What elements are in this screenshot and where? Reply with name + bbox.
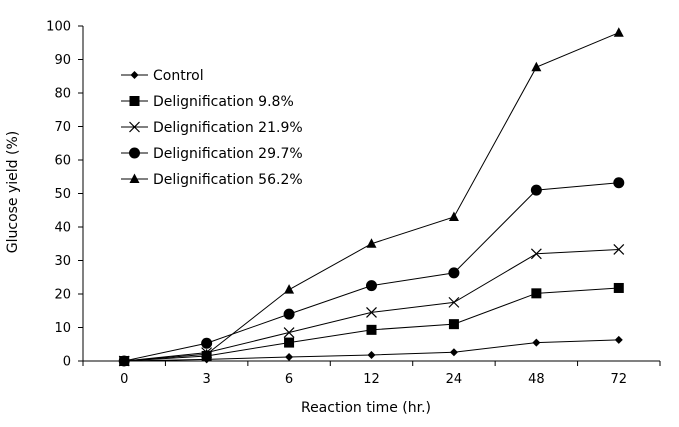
axes: 0 10 20 30 40 50 60 70 80 90 100 0 3 6 12 24 48 72	[46, 20, 661, 387]
data-point	[531, 61, 542, 72]
series-line	[124, 287, 619, 362]
data-point	[530, 184, 542, 196]
legend-label: Delignification 56.2%	[153, 172, 303, 188]
data-point	[531, 288, 542, 299]
data-point	[613, 177, 625, 189]
data-point	[448, 211, 459, 221]
data-point	[367, 350, 376, 359]
x-marker-stroke	[530, 248, 542, 260]
series-layer	[118, 27, 625, 367]
legend-marker	[129, 121, 140, 133]
legend-label: Delignification 9.8%	[153, 94, 294, 110]
data-point	[119, 355, 130, 365]
data-point	[530, 248, 542, 260]
series-4	[118, 177, 625, 367]
data-point	[448, 296, 460, 308]
data-point	[448, 319, 459, 330]
data-point	[366, 280, 377, 292]
x-marker-stroke	[283, 327, 295, 338]
data-point	[613, 244, 625, 255]
legend-item: Delignification 21.9%	[121, 120, 303, 136]
series-line	[124, 248, 619, 362]
y-tick-label: 50	[54, 187, 71, 202]
y-tick-label: 30	[54, 254, 71, 269]
legend-marker	[129, 173, 140, 183]
x-tick-label: 12	[363, 372, 380, 387]
y-tick-label: 80	[54, 87, 71, 102]
legend-label: Delignification 29.7%	[153, 146, 303, 162]
y-tick-label: 100	[46, 20, 71, 35]
data-point	[201, 337, 213, 349]
y-tick-label: 20	[54, 288, 71, 303]
y-tick-label: 90	[54, 53, 71, 68]
x-tick-label: 24	[446, 372, 463, 387]
data-point	[614, 335, 623, 344]
legend-marker	[129, 147, 140, 159]
legend-item: Delignification 56.2%	[121, 172, 303, 188]
data-point	[613, 282, 624, 293]
data-point	[613, 27, 624, 37]
x-marker-stroke	[448, 296, 460, 308]
y-tick-label: 40	[54, 221, 71, 236]
x-tick-label: 6	[285, 372, 293, 387]
y-tick-label: 0	[63, 355, 71, 370]
x-tick-label: 3	[203, 372, 211, 387]
legend-label: Control	[153, 68, 204, 84]
legend-item: Control	[121, 68, 204, 84]
data-point	[285, 352, 294, 361]
x-marker-stroke	[613, 244, 625, 255]
data-point	[532, 338, 541, 347]
legend-marker	[129, 96, 140, 106]
y-tick-label: 70	[54, 120, 71, 135]
y-tick-label: 10	[54, 321, 71, 336]
data-point	[284, 337, 295, 348]
legend-label: Delignification 21.9%	[153, 120, 303, 136]
x-axis-title: Reaction time (hr.)	[301, 400, 431, 416]
y-tick-label: 60	[54, 154, 71, 169]
x-marker-stroke	[129, 121, 140, 133]
data-point	[366, 238, 377, 248]
x-tick-label: 0	[120, 372, 128, 387]
legend-item: Delignification 9.8%	[121, 94, 294, 110]
data-point	[366, 324, 377, 335]
series-3	[118, 244, 625, 367]
data-point	[283, 327, 295, 338]
data-point	[283, 308, 295, 320]
series-5	[119, 27, 624, 365]
data-point	[284, 284, 295, 294]
x-marker-stroke	[366, 307, 377, 318]
legend-marker	[130, 71, 139, 79]
x-tick-label: 48	[528, 372, 545, 387]
data-point	[448, 267, 460, 279]
legend: Control Delignification 9.8% Delignificati…	[121, 68, 303, 188]
legend-item: Delignification 29.7%	[121, 146, 303, 162]
data-point	[201, 348, 212, 359]
y-axis-title: Glucose yield (%)	[5, 131, 21, 253]
data-point	[449, 348, 458, 357]
x-tick-label: 72	[611, 372, 628, 387]
data-point	[366, 307, 377, 318]
